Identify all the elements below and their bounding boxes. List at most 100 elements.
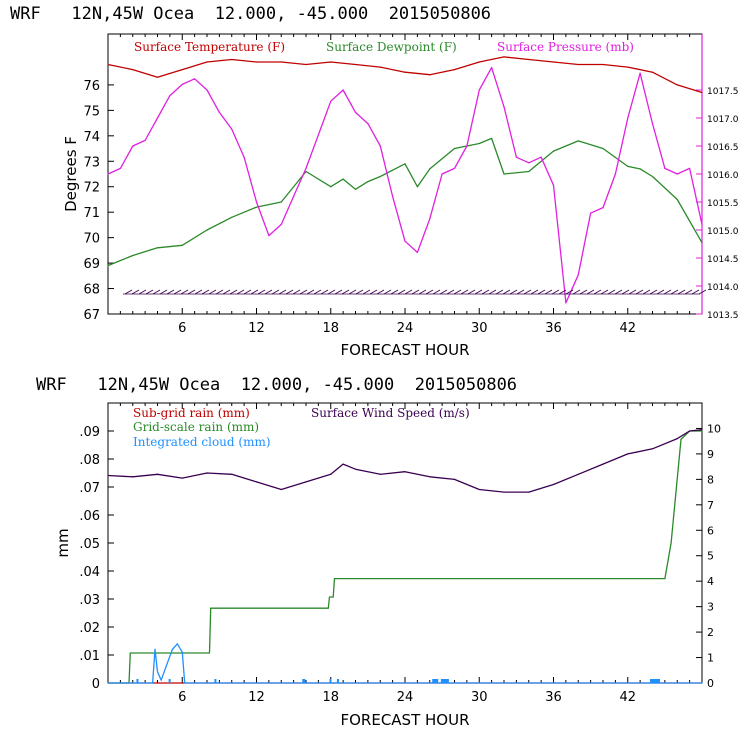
wind-barb <box>411 289 420 295</box>
data-point-surface-wind-speed <box>552 483 555 486</box>
data-point-surface-wind-speed <box>181 477 183 479</box>
data-point-surface-pressure <box>429 218 431 220</box>
y2-tick-label: 7 <box>707 499 714 512</box>
wind-barb <box>369 289 378 295</box>
wind-barb <box>404 289 413 295</box>
data-point-surface-dewpoint <box>552 150 555 152</box>
data-point-surface-wind-speed <box>379 473 381 475</box>
data-point-surface-wind-speed <box>429 476 431 478</box>
y2-tick-label: 1017.0 <box>707 115 739 125</box>
legend-surface-wind-speed: Surface Wind Speed (m/s) <box>311 406 470 420</box>
top-legend: Surface Temperature (F) Surface Dewpoint… <box>134 40 634 54</box>
data-point-surface-pressure <box>651 123 654 125</box>
data-point-surface-temperature <box>107 63 109 66</box>
y2-tick-label: 10 <box>707 422 721 435</box>
data-point-surface-temperature <box>602 63 604 66</box>
data-point-integrated-cloud <box>176 643 178 645</box>
data-point-surface-wind-speed <box>156 473 159 475</box>
top-y-ticks: 67 68 69 70 71 72 73 74 75 76 <box>83 79 114 323</box>
data-point-surface-wind-speed <box>231 473 233 475</box>
data-point-surface-temperature <box>651 71 654 73</box>
data-point-surface-pressure <box>354 111 357 113</box>
wind-barb <box>201 289 210 295</box>
data-point-grid-scale-rain <box>208 652 211 654</box>
data-point-surface-pressure <box>342 89 344 91</box>
y2-tick-label: 1016.5 <box>707 143 739 153</box>
data-point-surface-temperature <box>330 61 332 63</box>
legend-grid-scale-rain: Grid-scale rain (mm) <box>133 420 259 434</box>
y2-tick-label: 1016.0 <box>707 171 739 181</box>
data-point-surface-pressure <box>156 117 159 119</box>
wind-barb <box>285 289 294 295</box>
wind-barb <box>467 289 476 295</box>
data-point-surface-pressure <box>528 162 530 164</box>
data-point-integrated-cloud <box>171 648 173 651</box>
y2-tick-label: 8 <box>707 473 714 486</box>
wind-barb <box>271 289 280 295</box>
x-tick-label: 42 <box>619 321 636 336</box>
wind-barb <box>516 289 525 295</box>
data-point-surface-pressure <box>305 167 307 169</box>
wind-barb <box>152 289 161 295</box>
data-point-surface-wind-speed <box>676 438 678 440</box>
y-tick-label: .06 <box>79 509 100 524</box>
data-point-integrated-cloud <box>107 682 109 684</box>
data-point-surface-pressure <box>602 207 604 209</box>
wind-barb <box>425 289 434 295</box>
data-point-integrated-cloud <box>154 648 156 651</box>
series-line-grid-scale-rain <box>108 430 702 684</box>
data-point-surface-pressure <box>515 156 517 158</box>
legend-surface-dewpoint: Surface Dewpoint (F) <box>326 40 457 54</box>
top-panel: WRF 12N,45W Ocea 12.000, -45.000 2015050… <box>10 4 739 359</box>
data-point-integrated-cloud <box>151 682 154 684</box>
wind-barb <box>481 289 490 295</box>
wind-barb <box>558 289 567 295</box>
data-point-surface-wind-speed <box>453 478 456 480</box>
wind-barb <box>607 289 616 295</box>
data-point-surface-dewpoint <box>305 170 307 173</box>
y-tick-label: 74 <box>83 130 100 145</box>
data-point-surface-pressure <box>132 145 134 147</box>
data-point-integrated-cloud <box>701 682 703 684</box>
x-tick-label: 30 <box>471 690 488 705</box>
x-tick-label: 30 <box>471 321 488 336</box>
data-point-surface-dewpoint <box>627 165 629 167</box>
wind-barb <box>292 289 301 295</box>
data-point-surface-temperature <box>280 61 282 63</box>
data-point-surface-pressure <box>218 111 220 113</box>
data-point-surface-pressure <box>392 195 394 197</box>
data-point-surface-wind-speed <box>528 491 530 493</box>
data-point-surface-wind-speed <box>701 429 703 431</box>
data-point-surface-pressure <box>590 212 592 214</box>
data-point-surface-dewpoint <box>577 140 579 142</box>
data-point-grid-scale-rain <box>670 542 672 544</box>
legend-integrated-cloud: Integrated cloud (mm) <box>133 435 271 449</box>
wind-barb <box>243 289 252 295</box>
x-tick-label: 6 <box>178 690 186 705</box>
data-point-surface-temperature <box>379 66 381 68</box>
data-point-surface-pressure <box>255 201 258 203</box>
wind-barb <box>642 289 651 295</box>
wind-barb <box>166 289 175 295</box>
data-point-grid-scale-rain <box>680 438 682 440</box>
wind-barb <box>593 289 602 295</box>
wind-barb <box>341 289 350 295</box>
data-point-surface-wind-speed <box>503 491 505 493</box>
data-point-surface-pressure <box>280 223 282 225</box>
data-point-surface-dewpoint <box>639 168 641 170</box>
data-point-surface-pressure <box>577 274 579 276</box>
y-tick-label: .02 <box>79 621 100 636</box>
wind-barb <box>453 289 462 295</box>
data-point-surface-dewpoint <box>231 216 233 218</box>
data-point-surface-wind-speed <box>354 468 357 470</box>
wind-barb <box>460 289 469 295</box>
wind-barb <box>579 289 588 295</box>
data-point-surface-temperature <box>478 61 480 63</box>
wind-barb <box>572 289 581 295</box>
wind-barb <box>439 289 448 295</box>
wind-barb <box>138 289 147 295</box>
bottom-x-axis-label: FORECAST HOUR <box>340 711 469 729</box>
top-y2-ticks: 1013.5 1014.0 1014.5 1015.0 1015.5 1016.0 1016… <box>696 87 739 321</box>
data-point-surface-dewpoint <box>330 186 332 188</box>
